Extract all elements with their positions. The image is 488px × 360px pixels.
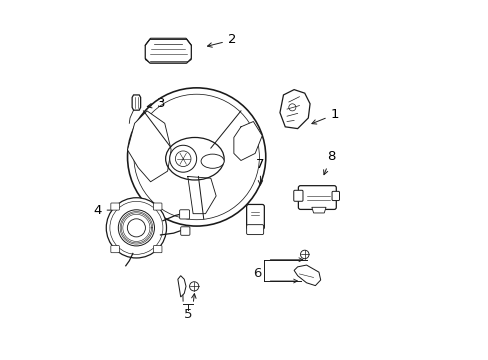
Text: 3: 3: [147, 97, 165, 110]
FancyBboxPatch shape: [331, 192, 339, 201]
FancyBboxPatch shape: [246, 225, 263, 235]
Polygon shape: [178, 276, 185, 297]
FancyBboxPatch shape: [153, 246, 162, 253]
Text: 5: 5: [183, 308, 192, 321]
FancyBboxPatch shape: [246, 204, 264, 229]
Text: 8: 8: [323, 150, 335, 175]
FancyBboxPatch shape: [111, 246, 119, 253]
Ellipse shape: [165, 138, 224, 180]
Text: 7: 7: [256, 158, 264, 185]
Polygon shape: [311, 207, 325, 213]
Circle shape: [127, 219, 145, 237]
Circle shape: [118, 210, 154, 246]
Text: 2: 2: [207, 33, 236, 47]
Polygon shape: [279, 90, 309, 129]
Polygon shape: [145, 56, 191, 63]
FancyBboxPatch shape: [179, 210, 189, 219]
Circle shape: [189, 282, 198, 291]
FancyBboxPatch shape: [153, 203, 162, 210]
FancyBboxPatch shape: [298, 186, 336, 210]
Circle shape: [169, 145, 196, 172]
FancyBboxPatch shape: [181, 227, 189, 235]
Ellipse shape: [201, 154, 224, 168]
Text: 4: 4: [93, 204, 118, 217]
FancyBboxPatch shape: [111, 203, 119, 210]
Text: 1: 1: [311, 108, 339, 124]
Circle shape: [300, 250, 308, 259]
Polygon shape: [132, 95, 141, 110]
Polygon shape: [127, 111, 171, 182]
Polygon shape: [145, 39, 191, 63]
Polygon shape: [293, 265, 320, 285]
Polygon shape: [233, 122, 262, 161]
FancyBboxPatch shape: [293, 190, 303, 201]
Text: 6: 6: [252, 267, 261, 280]
Circle shape: [106, 198, 166, 258]
Polygon shape: [145, 38, 191, 51]
Polygon shape: [187, 176, 216, 214]
